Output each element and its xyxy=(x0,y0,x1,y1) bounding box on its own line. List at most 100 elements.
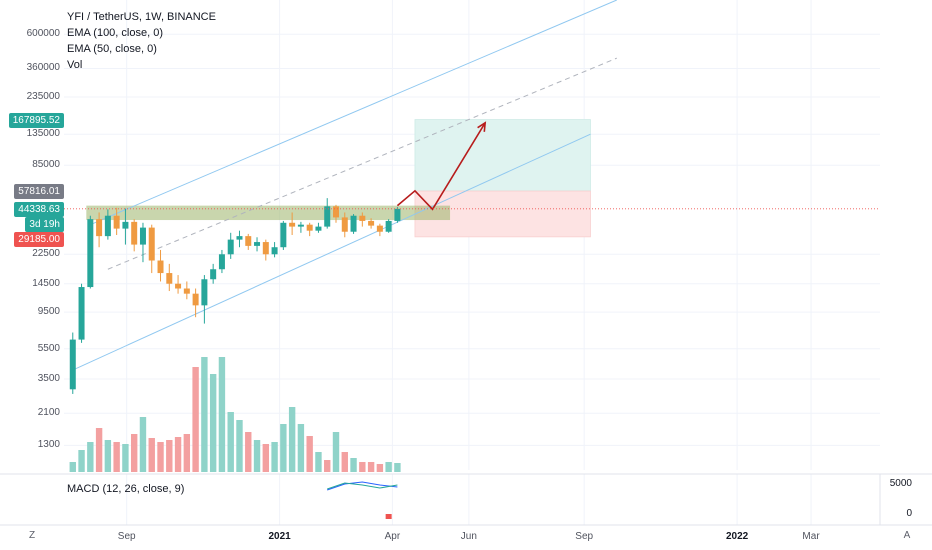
volume-bar xyxy=(385,462,392,472)
volume-bar xyxy=(139,417,147,472)
volume-bar xyxy=(315,452,322,472)
volume-bar xyxy=(192,367,199,472)
candle-body xyxy=(210,269,217,280)
candle-body xyxy=(122,221,129,229)
candle-body xyxy=(227,239,234,255)
y-tick-label: 235000 xyxy=(26,91,60,103)
candle-body xyxy=(324,206,331,227)
volume-bar xyxy=(297,424,305,472)
target-zone xyxy=(414,119,591,192)
resistance-band xyxy=(86,205,451,221)
legend-macd[interactable]: MACD (12, 26, close, 9) xyxy=(67,483,185,495)
y-tick-label: 85000 xyxy=(32,159,60,171)
trend-channel xyxy=(72,0,617,371)
stop-price-badge: 29185.00 xyxy=(14,231,64,247)
candle-body xyxy=(148,227,155,261)
y-tick-label: 5500 xyxy=(37,342,60,354)
x-tick-label: 2022 xyxy=(725,531,749,542)
y-tick-label: 3500 xyxy=(37,372,60,384)
volume-bar xyxy=(350,458,357,472)
macd-tick-label: 0 xyxy=(906,508,912,519)
chart-legend: YFI / TetherUS, 1W, BINANCE EMA (100, cl… xyxy=(67,9,216,73)
volume-bars xyxy=(69,357,401,472)
candle-body xyxy=(254,242,261,246)
candle-body xyxy=(376,225,383,232)
signal-line xyxy=(327,482,398,490)
countdown-badge: 3d 19h xyxy=(25,216,64,232)
volume-bar xyxy=(113,442,120,472)
candle-body xyxy=(333,206,339,218)
candle-body xyxy=(218,254,225,270)
candle-body xyxy=(245,236,252,246)
candle-body xyxy=(315,226,322,231)
candle-body xyxy=(359,215,366,221)
volume-bar xyxy=(245,432,252,472)
x-tick-label: Jun xyxy=(460,531,477,542)
volume-bar xyxy=(288,407,296,472)
legend-vol[interactable]: Vol xyxy=(67,59,83,71)
candle-body xyxy=(157,260,164,274)
volume-bar xyxy=(78,450,85,472)
y-tick-label: 22500 xyxy=(32,248,60,260)
volume-bar xyxy=(367,462,375,472)
macd-histogram-bar xyxy=(385,514,392,519)
candle-body xyxy=(78,287,85,340)
macd-tick-label: 5000 xyxy=(889,478,912,489)
x-tick-label: 2021 xyxy=(268,531,291,542)
candle-body xyxy=(236,236,243,240)
y-tick-label: 360000 xyxy=(26,62,60,74)
volume-bar xyxy=(201,357,208,472)
y-tick-label: 2100 xyxy=(37,407,60,419)
candle-body xyxy=(96,219,103,237)
y-tick-label: 600000 xyxy=(26,28,60,40)
legend-symbol[interactable]: YFI / TetherUS, 1W, BINANCE xyxy=(67,11,216,23)
x-tick-label: Mar xyxy=(802,531,820,542)
legend-ema100[interactable]: EMA (100, close, 0) xyxy=(67,27,163,39)
candle-body xyxy=(175,283,182,289)
volume-bar xyxy=(174,437,182,472)
volume-bar xyxy=(394,463,401,472)
candle-body xyxy=(104,215,111,237)
target-price-badge: 167895.52 xyxy=(8,112,64,128)
volume-bar xyxy=(209,374,217,472)
candle-body xyxy=(280,222,287,248)
volume-bar xyxy=(157,442,164,472)
volume-bar xyxy=(271,442,278,472)
candle-body xyxy=(166,273,173,284)
candle-body xyxy=(368,220,375,226)
volume-bar xyxy=(341,452,348,472)
current-price-badge: 44338.63 xyxy=(14,201,64,217)
volume-bar xyxy=(324,460,331,472)
zoom-toggle-button[interactable]: Z xyxy=(28,530,36,541)
volume-bar xyxy=(218,357,226,472)
candle-body xyxy=(341,217,348,232)
candle-body xyxy=(394,208,401,221)
candlesticks xyxy=(69,198,401,394)
auto-scale-button[interactable]: A xyxy=(903,530,911,541)
volume-bar xyxy=(332,432,340,472)
volume-bar xyxy=(95,428,103,472)
x-tick-label: Sep xyxy=(117,531,136,542)
candle-body xyxy=(69,339,76,390)
volume-bar xyxy=(253,440,261,472)
volume-bar xyxy=(376,464,384,472)
candle-body xyxy=(113,215,120,229)
projection-arrowhead xyxy=(477,121,487,132)
candle-body xyxy=(289,222,296,227)
position-zones xyxy=(414,119,591,238)
entry-price-badge: 57816.01 xyxy=(14,184,64,200)
channel-lower-line xyxy=(72,133,591,371)
volume-bar xyxy=(227,412,234,472)
candle-body xyxy=(306,224,313,231)
volume-bar xyxy=(280,424,287,472)
channel-middle-line xyxy=(107,57,617,270)
macd-pane xyxy=(0,473,932,526)
y-tick-label: 14500 xyxy=(32,277,60,289)
x-tick-label: Sep xyxy=(575,531,594,542)
y-tick-label: 9500 xyxy=(37,306,60,318)
legend-ema50[interactable]: EMA (50, close, 0) xyxy=(67,43,157,55)
candle-body xyxy=(192,293,199,306)
volume-bar xyxy=(306,436,313,472)
candle-body xyxy=(350,215,357,232)
